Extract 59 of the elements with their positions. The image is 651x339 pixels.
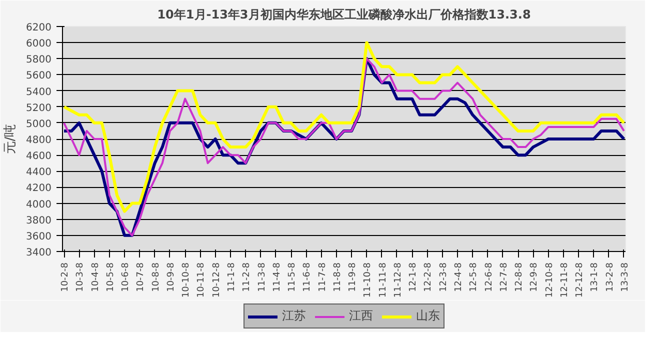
y-tick-label: 5400 (26, 86, 52, 98)
x-tick-label: 12-2-8 (424, 262, 434, 292)
x-tick-label: 13-2-8 (605, 262, 616, 292)
y-tick-label: 5000 (26, 118, 52, 130)
chart-title: 10年1月-13年3月初国内华东地区工业磷酸净水出厂价格指数13.3.8 (157, 8, 531, 22)
x-tick-label: 10-12-8 (212, 262, 222, 298)
y-tick-label: 5800 (26, 54, 52, 66)
y-tick-label: 6200 (26, 22, 52, 34)
y-tick-label: 4000 (26, 199, 52, 210)
x-tick-label: 10-7-8 (136, 262, 146, 292)
x-tick-label: 11-8-8 (332, 262, 343, 292)
x-tick-label: 10-6-8 (121, 262, 132, 292)
x-tick-label: 12-9-8 (530, 262, 540, 292)
y-tick-label: 4600 (26, 151, 52, 162)
legend-label: 江西 (349, 308, 373, 324)
x-tick-label: 11-9-8 (348, 262, 358, 292)
x-tick-label: 11-6-8 (302, 262, 313, 292)
x-tick-label: 12-5-8 (469, 262, 480, 292)
x-tick-label: 11-5-8 (288, 262, 298, 292)
x-tick-label: 12-4-8 (454, 262, 464, 292)
x-tick-label: 10-8-8 (151, 262, 162, 292)
x-tick-label: 11-7-8 (318, 262, 328, 292)
x-tick-label: 13-1-8 (590, 262, 600, 292)
line-series (62, 41, 626, 213)
x-tick-label: 10-9-8 (166, 262, 176, 292)
x-tick-label: 11-4-8 (272, 262, 282, 292)
x-tick-label: 10-10-8 (182, 262, 192, 298)
y-tick-label: 4200 (26, 183, 52, 194)
x-tick-label: 11-12-8 (393, 262, 404, 298)
x-tick-label: 12-8-8 (514, 262, 525, 292)
y-axis-title: 元/吨 (3, 124, 18, 154)
x-tick-label: 12-12-8 (575, 262, 586, 298)
y-tick-label: 4400 (26, 167, 52, 178)
y-tick-label: 6000 (26, 38, 52, 50)
legend-label: 江苏 (282, 308, 306, 324)
x-tick-label: 12-7-8 (499, 262, 510, 292)
x-tick-label: 12-3-8 (438, 262, 449, 292)
x-tick-label: 12-11-8 (560, 262, 570, 298)
x-tick-label: 11-3-8 (257, 262, 268, 292)
x-tick-label: 12-1-8 (408, 262, 419, 292)
x-tick-label: 11-11-8 (378, 262, 388, 298)
x-tick-label: 10-11-8 (196, 262, 207, 298)
legend-label: 山东 (416, 308, 440, 324)
x-tick-label: 10-4-8 (90, 262, 101, 292)
y-tick-label: 5600 (26, 70, 52, 82)
x-tick-label: 11-1-8 (226, 262, 237, 292)
x-tick-label: 10-3-8 (76, 262, 86, 292)
x-tick-label: 13-3-8 (620, 262, 630, 292)
y-tick-label: 4800 (26, 135, 52, 146)
y-tick-label: 3800 (26, 215, 52, 226)
x-tick-label: 12-6-8 (484, 262, 494, 292)
x-tick-label: 11-2-8 (242, 262, 252, 292)
y-tick-label: 5200 (26, 102, 52, 114)
y-tick-label: 3400 (26, 248, 52, 258)
x-tick-label: 12-10-8 (544, 262, 555, 298)
x-tick-label: 11-10-8 (363, 262, 374, 298)
x-tick-label: 10-5-8 (106, 262, 116, 292)
y-tick-label: 3600 (26, 231, 52, 242)
x-tick-label: 10-2-8 (60, 262, 71, 292)
